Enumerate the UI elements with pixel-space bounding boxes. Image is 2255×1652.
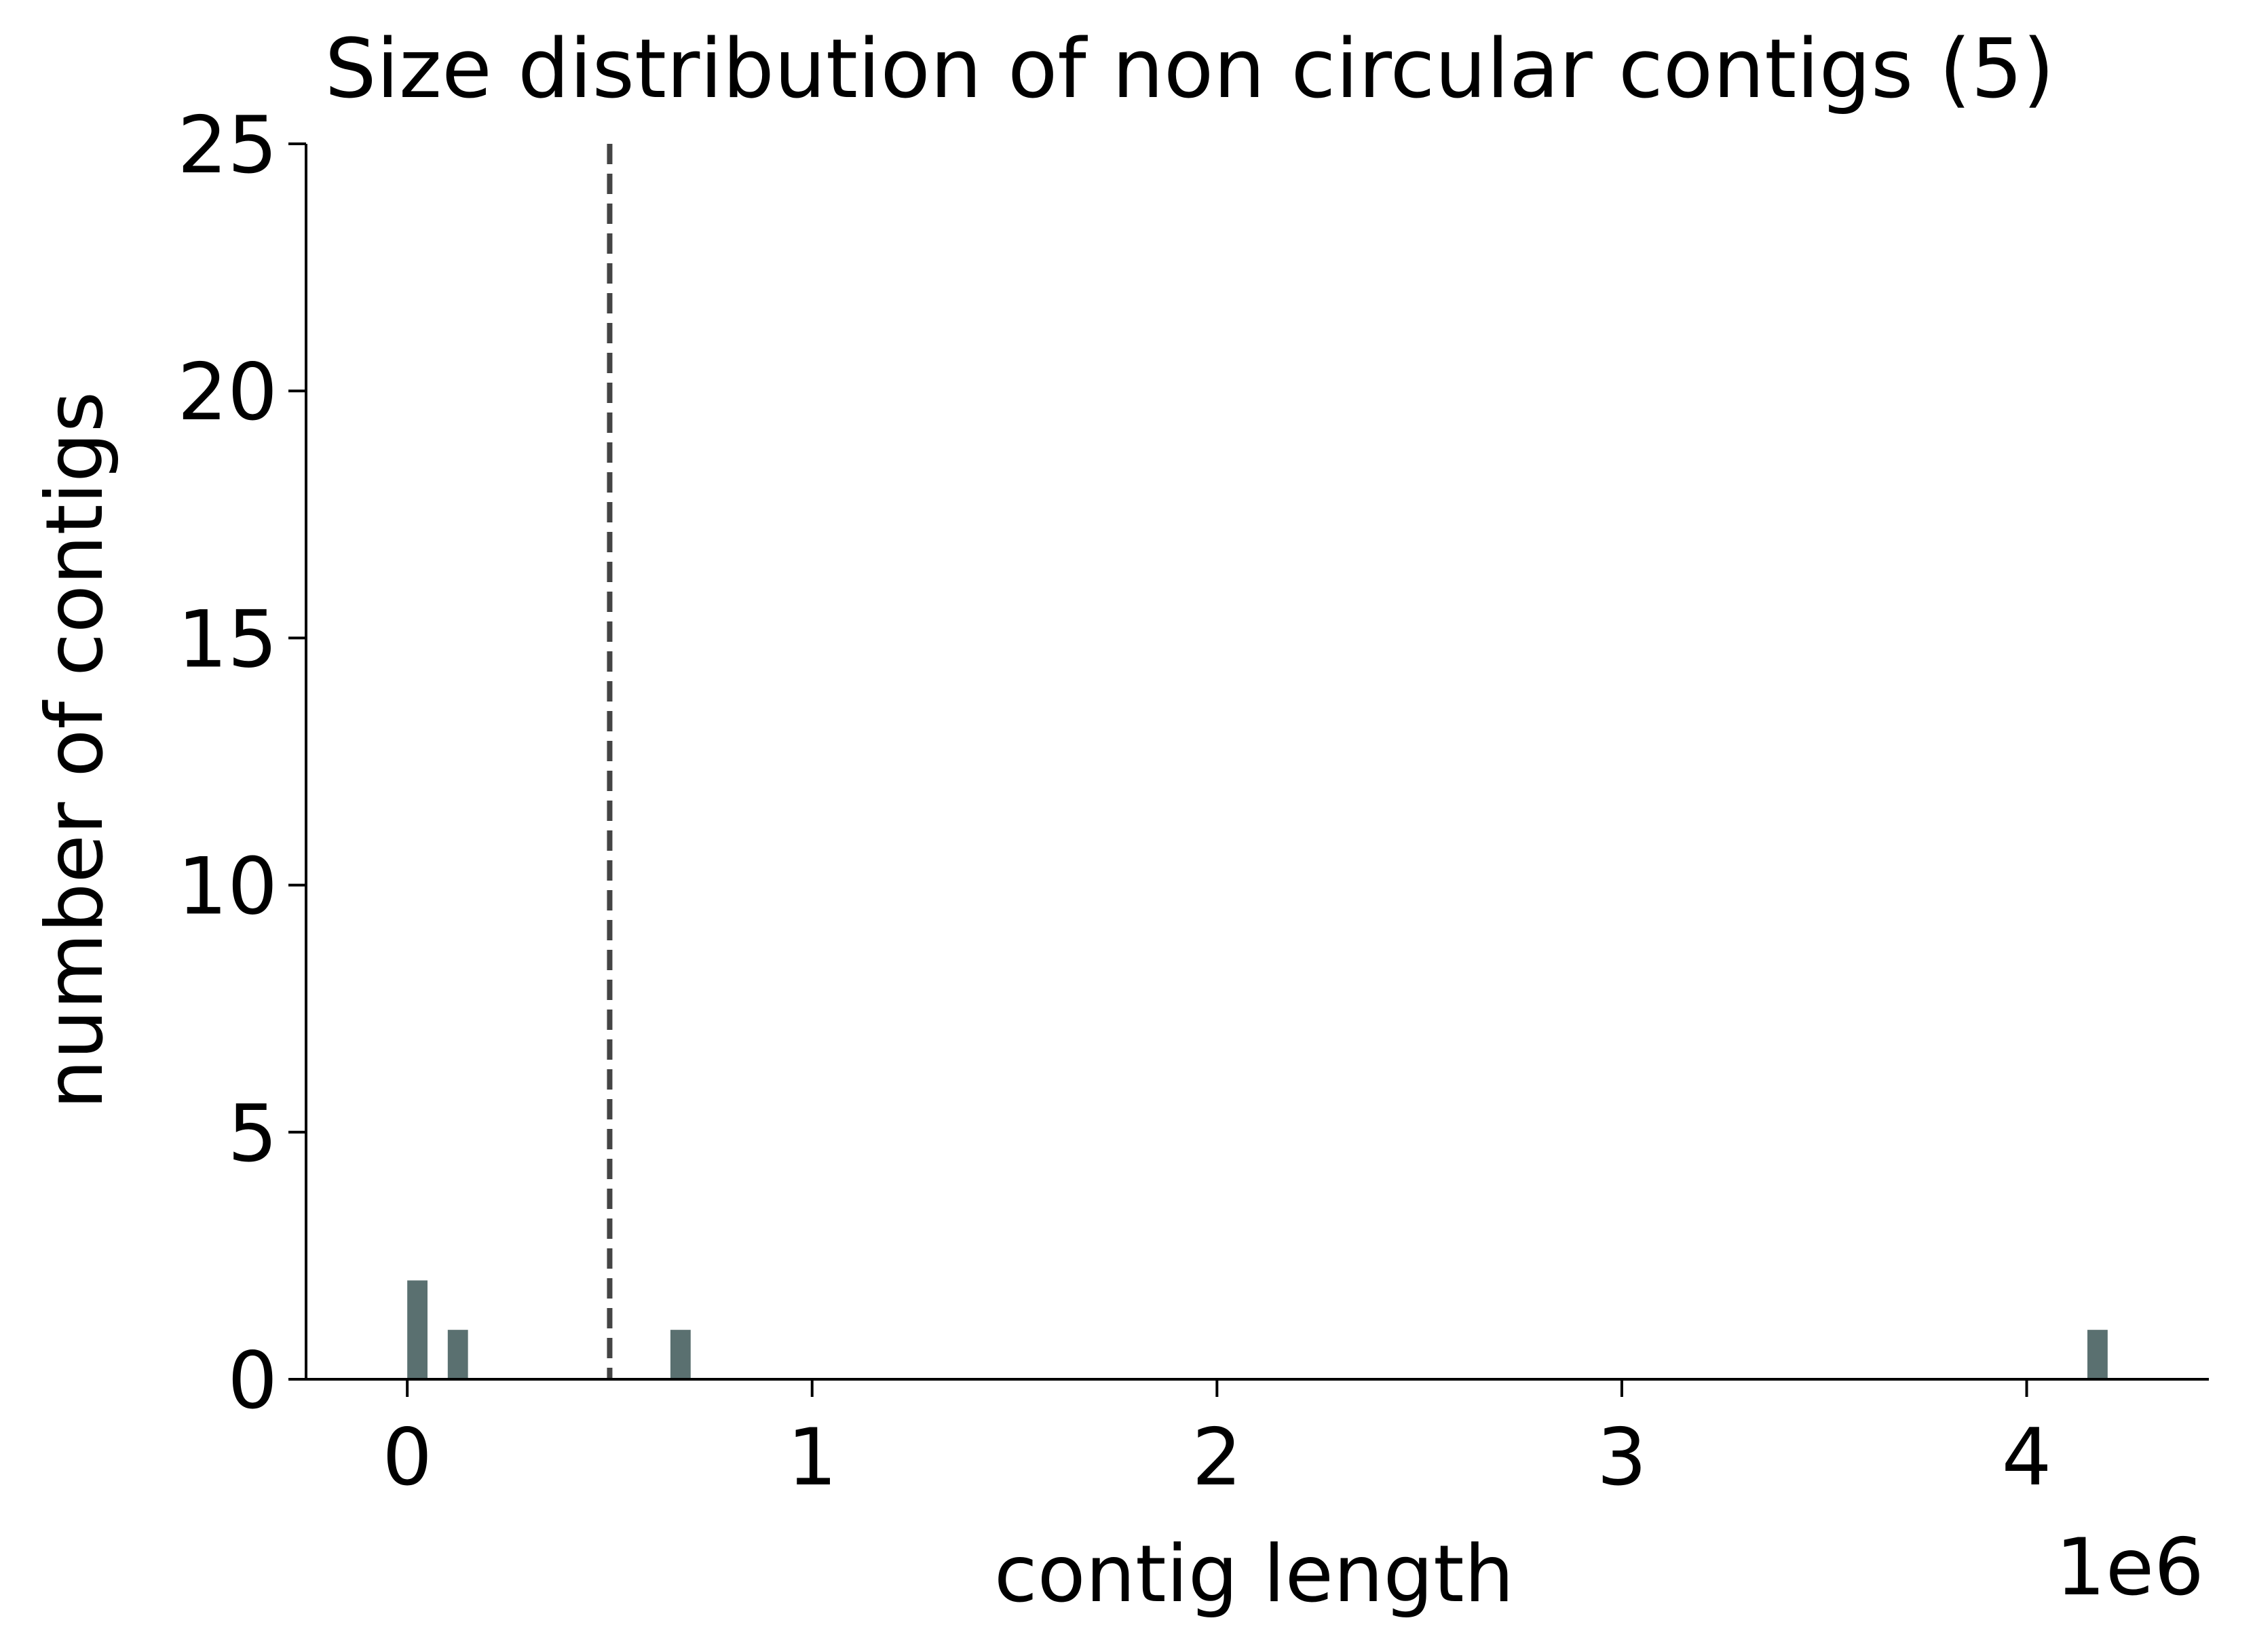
y-tick-label: 15 [177,594,278,685]
y-tick-label: 25 [177,100,278,191]
x-tick-label: 4 [2002,1412,2052,1503]
histogram-bar [2087,1330,2108,1379]
x-tick-label: 2 [1192,1412,1242,1503]
y-tick-label: 10 [177,841,278,933]
histogram-bar [447,1330,468,1379]
y-axis-label: number of contigs [29,391,121,1109]
x-axis-label: contig length [994,1529,1514,1620]
histogram-bar [407,1280,428,1379]
x-tick-label: 1 [787,1412,837,1503]
chart-title: Size distribution of non circular contig… [324,22,2054,117]
x-axis-offset-label: 1e6 [2055,1522,2204,1613]
x-tick-label: 3 [1597,1412,1647,1503]
histogram-bar [670,1330,691,1379]
histogram-bars [407,1280,2108,1379]
x-axis-ticks: 0 1 2 3 4 [382,1379,2051,1503]
x-tick-label: 0 [382,1412,432,1503]
y-tick-label: 5 [227,1088,278,1180]
y-tick-label: 20 [177,347,278,438]
y-tick-label: 0 [227,1335,278,1427]
y-axis-ticks: 0 5 10 15 20 25 [177,100,306,1427]
